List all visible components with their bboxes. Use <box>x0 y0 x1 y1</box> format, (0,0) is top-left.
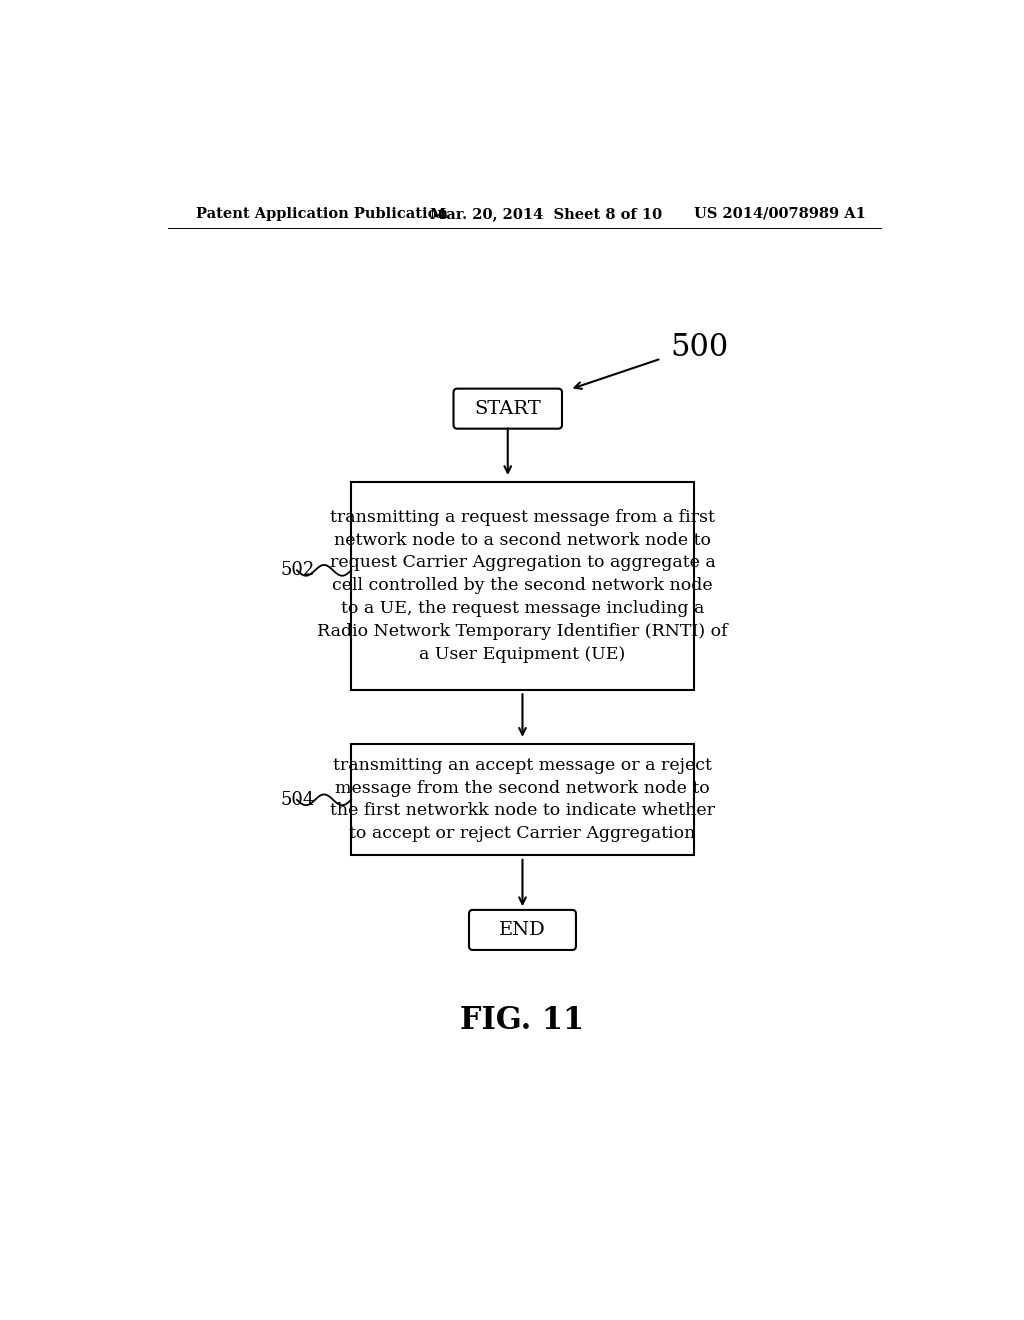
Text: START: START <box>474 400 542 417</box>
Text: Patent Application Publication: Patent Application Publication <box>197 207 449 220</box>
Text: 502: 502 <box>281 561 315 579</box>
FancyBboxPatch shape <box>454 388 562 429</box>
Text: transmitting a request message from a first
network node to a second network nod: transmitting a request message from a fi… <box>317 508 728 663</box>
Bar <box>351 743 693 855</box>
Text: transmitting an accept message or a reject
message from the second network node : transmitting an accept message or a reje… <box>330 756 715 842</box>
Text: FIG. 11: FIG. 11 <box>461 1006 585 1036</box>
Text: 504: 504 <box>281 791 315 809</box>
FancyBboxPatch shape <box>469 909 575 950</box>
Text: 500: 500 <box>671 331 729 363</box>
Text: Mar. 20, 2014  Sheet 8 of 10: Mar. 20, 2014 Sheet 8 of 10 <box>430 207 663 220</box>
Bar <box>351 482 693 689</box>
Text: END: END <box>499 921 546 939</box>
Text: US 2014/0078989 A1: US 2014/0078989 A1 <box>693 207 865 220</box>
